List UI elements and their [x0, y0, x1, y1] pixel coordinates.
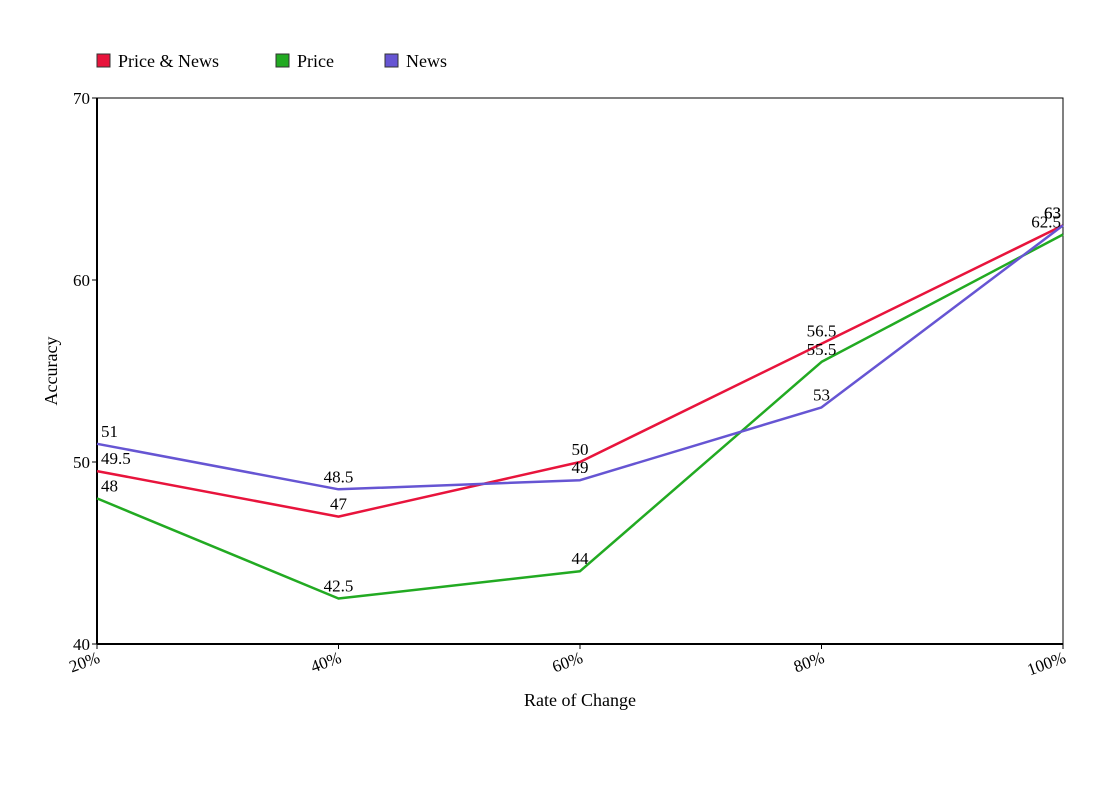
series-line [96, 224, 1064, 491]
data-label: 49 [572, 458, 589, 477]
data-labels: 49.5 47 50 56.5 63 48 42.5 44 55.5 62.5 51 48.5 49 53… [101, 203, 1061, 595]
series-line [96, 224, 1064, 518]
data-label: 47 [330, 495, 348, 514]
y-axis: 40 50 60 70 [73, 89, 98, 654]
x-tick-label: 60% [550, 648, 586, 677]
y-tick-label: 40 [73, 635, 90, 654]
data-label: 49.5 [101, 449, 131, 468]
x-tick-label: 80% [791, 648, 827, 677]
data-label: 55.5 [807, 340, 837, 359]
data-label: 62.5 [1031, 213, 1061, 232]
legend: Price & News Price News [96, 51, 447, 71]
y-tick-label: 60 [73, 271, 90, 290]
legend-swatch [384, 53, 399, 68]
legend-swatch [275, 53, 290, 68]
data-label: 63 [1044, 203, 1061, 222]
series-lines [96, 224, 1064, 600]
data-label: 48.5 [324, 467, 354, 486]
data-label: 48 [101, 476, 118, 495]
y-axis-title: Accuracy [41, 337, 61, 406]
y-tick-label: 70 [73, 89, 90, 108]
y-tick-label: 50 [73, 453, 90, 472]
x-tick-label: 40% [308, 648, 344, 677]
legend-swatch [96, 53, 111, 68]
data-label: 50 [572, 440, 589, 459]
series-line [96, 233, 1064, 600]
data-label: 42.5 [324, 577, 354, 596]
data-label: 63 [1044, 203, 1061, 222]
data-label: 44 [572, 549, 590, 568]
legend-label: Price [297, 51, 334, 71]
legend-label: Price & News [118, 51, 219, 71]
legend-label: News [406, 51, 447, 71]
x-axis: 20% 40% 60% 80% 100% [67, 643, 1069, 679]
x-axis-title: Rate of Change [524, 690, 636, 710]
data-label: 51 [101, 422, 118, 441]
x-tick-label: 100% [1025, 648, 1069, 679]
data-label: 53 [813, 385, 830, 404]
data-label: 56.5 [807, 322, 837, 341]
x-tick-label: 20% [67, 648, 103, 677]
